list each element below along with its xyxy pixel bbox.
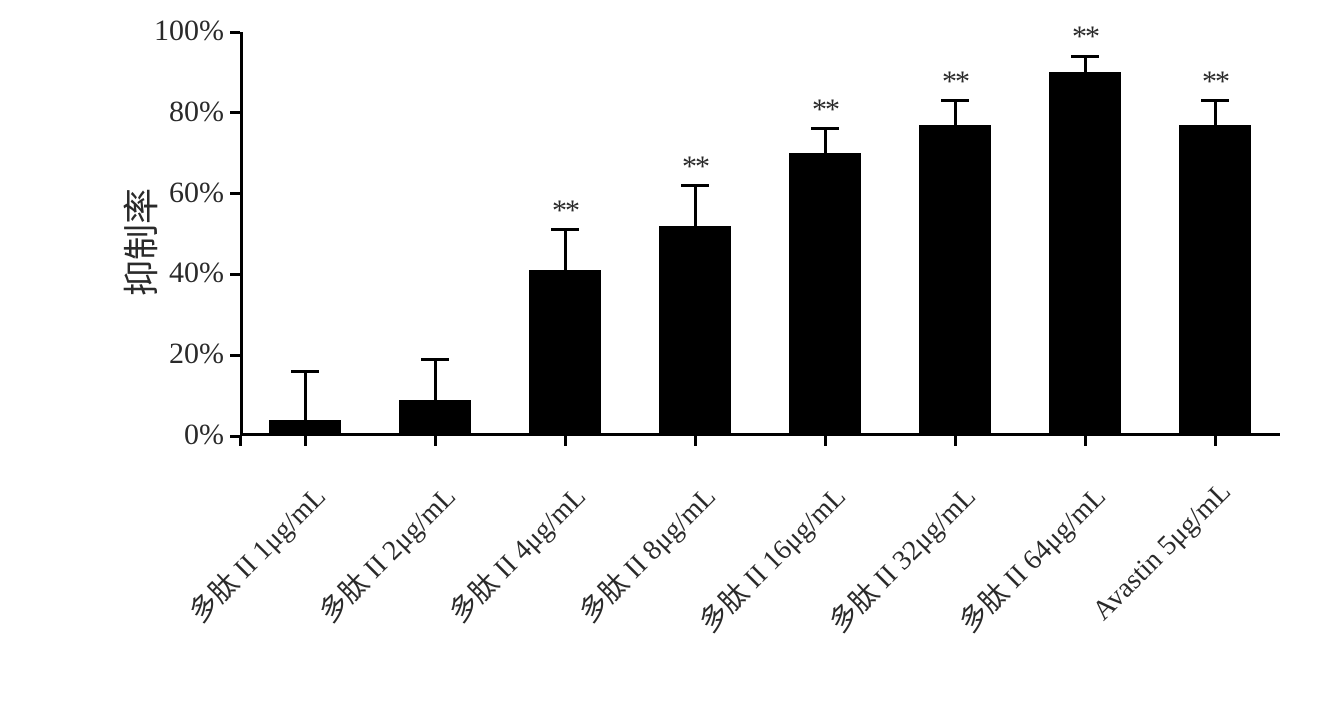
bar bbox=[1049, 72, 1121, 433]
x-tick bbox=[824, 436, 827, 446]
x-tick-label: 多肽 II 16μg/mL bbox=[613, 476, 853, 716]
error-bar-stem bbox=[954, 101, 957, 125]
y-tick-label: 100% bbox=[114, 14, 224, 48]
y-tick bbox=[230, 111, 240, 114]
x-tick bbox=[694, 436, 697, 446]
y-tick bbox=[230, 273, 240, 276]
y-tick-label: 60% bbox=[114, 176, 224, 210]
y-tick-label: 0% bbox=[114, 418, 224, 452]
plot-area: 0%20%40%60%80%100%多肽 II 1μg/mL多肽 II 2μg/… bbox=[240, 32, 1280, 436]
bar bbox=[1179, 125, 1251, 433]
bar bbox=[399, 400, 471, 433]
error-bar-cap bbox=[421, 358, 449, 361]
y-axis-line bbox=[240, 32, 243, 436]
error-bar-cap bbox=[811, 127, 839, 130]
bar bbox=[789, 153, 861, 433]
y-tick-label: 40% bbox=[114, 256, 224, 290]
x-tick bbox=[434, 436, 437, 446]
x-tick bbox=[304, 436, 307, 446]
bar bbox=[919, 125, 991, 433]
bar-chart: 抑制率 0%20%40%60%80%100%多肽 II 1μg/mL多肽 II … bbox=[0, 0, 1325, 723]
error-bar-cap bbox=[291, 370, 319, 373]
x-tick-label: Avastin 5μg/mL bbox=[1003, 476, 1238, 711]
significance-label: ** bbox=[942, 65, 968, 99]
x-tick bbox=[239, 436, 242, 446]
x-tick bbox=[564, 436, 567, 446]
x-tick-label: 多肽 II 4μg/mL bbox=[353, 476, 593, 716]
error-bar-stem bbox=[1084, 56, 1087, 72]
significance-label: ** bbox=[1072, 20, 1098, 54]
x-tick-label: 多肽 II 2μg/mL bbox=[223, 476, 463, 716]
x-axis-line bbox=[240, 433, 1280, 436]
significance-label: ** bbox=[552, 194, 578, 228]
x-tick bbox=[954, 436, 957, 446]
x-tick-label: 多肽 II 1μg/mL bbox=[93, 476, 333, 716]
error-bar-cap bbox=[941, 99, 969, 102]
error-bar-stem bbox=[564, 230, 567, 270]
bar bbox=[269, 420, 341, 433]
x-tick bbox=[1214, 436, 1217, 446]
significance-label: ** bbox=[812, 93, 838, 127]
error-bar-stem bbox=[1214, 101, 1217, 125]
x-tick-label: 多肽 II 64μg/mL bbox=[873, 476, 1113, 716]
y-tick bbox=[230, 354, 240, 357]
error-bar-cap bbox=[1071, 55, 1099, 58]
error-bar-stem bbox=[304, 371, 307, 419]
y-tick bbox=[230, 192, 240, 195]
bar bbox=[529, 270, 601, 433]
y-tick-label: 20% bbox=[114, 337, 224, 371]
y-tick-label: 80% bbox=[114, 95, 224, 129]
x-tick-label: 多肽 II 32μg/mL bbox=[743, 476, 983, 716]
bar bbox=[659, 226, 731, 433]
error-bar-stem bbox=[694, 186, 697, 226]
error-bar-cap bbox=[681, 184, 709, 187]
x-tick-label: 多肽 II 8μg/mL bbox=[483, 476, 723, 716]
y-tick bbox=[230, 31, 240, 34]
error-bar-cap bbox=[551, 228, 579, 231]
significance-label: ** bbox=[682, 150, 708, 184]
error-bar-cap bbox=[1201, 99, 1229, 102]
significance-label: ** bbox=[1202, 65, 1228, 99]
x-tick bbox=[1084, 436, 1087, 446]
error-bar-stem bbox=[824, 129, 827, 153]
error-bar-stem bbox=[434, 359, 437, 399]
